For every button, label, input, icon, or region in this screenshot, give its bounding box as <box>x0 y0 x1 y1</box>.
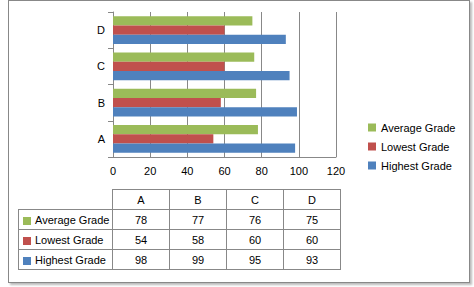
svg-text:B: B <box>98 97 105 109</box>
svg-text:0: 0 <box>110 165 116 177</box>
html-text:77: 77 <box>191 213 205 226</box>
html-text:58: 58 <box>191 233 205 246</box>
html-text:Average Grade: Average Grade <box>35 213 110 226</box>
html-text:78: 78 <box>134 213 148 226</box>
svg-text:120: 120 <box>327 165 345 177</box>
html-text:76: 76 <box>248 213 262 226</box>
svg-text:20: 20 <box>144 165 156 177</box>
html-text:75: 75 <box>305 213 319 226</box>
html-text:95: 95 <box>248 253 262 266</box>
svg-text:100: 100 <box>290 165 308 177</box>
html-text:B: B <box>194 193 202 206</box>
svg-text:D: D <box>97 24 105 36</box>
html-text:D: D <box>308 193 316 206</box>
html-text:Lowest Grade: Lowest Grade <box>35 233 104 246</box>
html-text:93: 93 <box>305 253 319 266</box>
html-text:60: 60 <box>248 233 262 246</box>
html-text:99: 99 <box>191 253 205 266</box>
html-text:C: C <box>251 193 259 206</box>
svg-text:Highest Grade: Highest Grade <box>381 160 452 172</box>
svg-text:C: C <box>97 60 105 72</box>
html-text:A: A <box>137 193 145 206</box>
svg-text:40: 40 <box>181 165 193 177</box>
svg-text:60: 60 <box>218 165 230 177</box>
svg-text:80: 80 <box>256 165 268 177</box>
svg-text:Lowest Grade: Lowest Grade <box>381 141 449 153</box>
svg-text:A: A <box>98 133 106 145</box>
html-text:54: 54 <box>134 233 148 246</box>
html-text:Highest Grade: Highest Grade <box>35 253 106 266</box>
html-text:98: 98 <box>134 253 148 266</box>
svg-text:Average Grade: Average Grade <box>381 122 455 134</box>
html-text:60: 60 <box>305 233 319 246</box>
